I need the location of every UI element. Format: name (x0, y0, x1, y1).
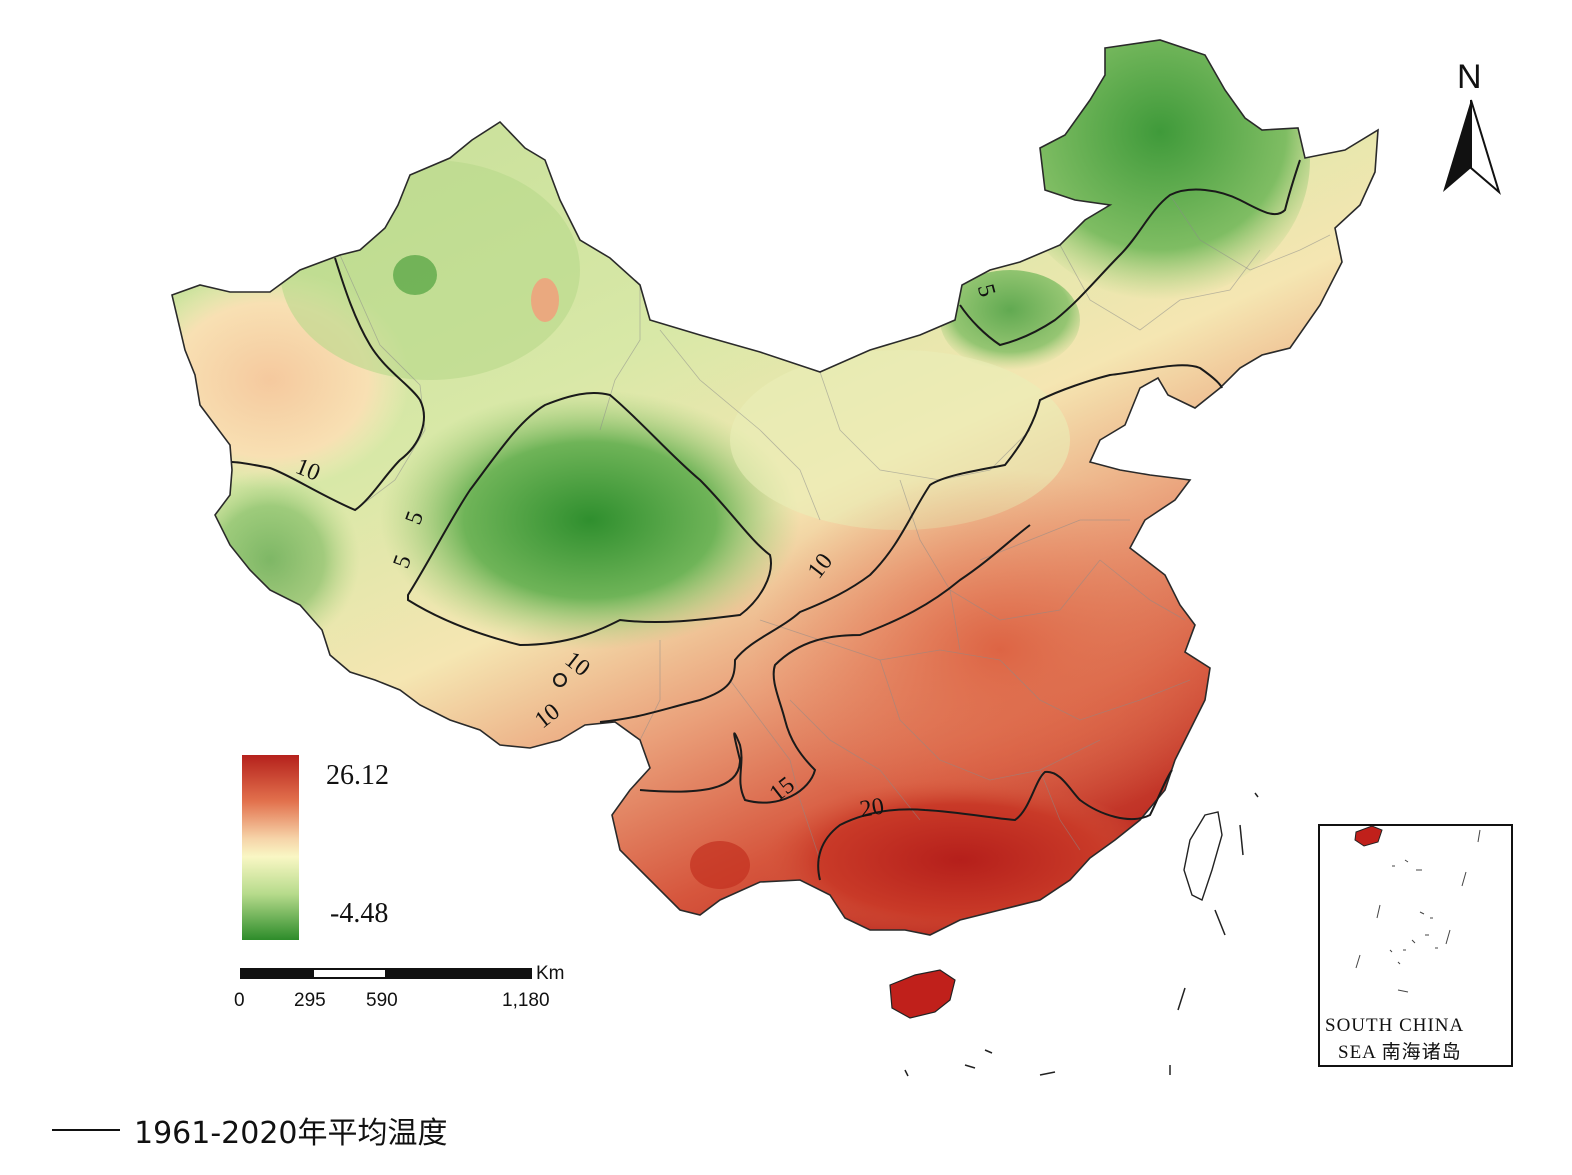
legend-min-value: -4.48 (330, 898, 388, 929)
contour-10-ring (553, 673, 567, 687)
contour-10-central (599, 364, 1223, 723)
north-label: N (1457, 58, 1482, 96)
south-china-sea-inset: SOUTH CHINA SEA 南海诸岛 (1318, 824, 1513, 1067)
contour-15 (639, 524, 1031, 804)
north-arrow-icon: N (1443, 58, 1501, 195)
contour-10-northwest (231, 257, 425, 512)
coastal-features (904, 792, 1259, 1077)
contour-20 (817, 769, 1173, 881)
scale-tick-1180: 1,180 (502, 990, 550, 1011)
scale-bar: Km 0 295 590 1,180 (234, 963, 565, 1011)
contour-5-plateau (407, 392, 772, 647)
scale-unit: Km (536, 963, 565, 984)
legend-line-symbol (52, 1129, 120, 1131)
contour-line-legend: 1961-2020年平均温度 (52, 1108, 448, 1152)
isotherm-contours (231, 159, 1301, 881)
inset-label-line1: SOUTH CHINA (1325, 1015, 1464, 1036)
taiwan-island (1183, 811, 1223, 901)
color-legend: 26.12 -4.48 (242, 755, 389, 940)
legend-line-label: 1961-2020年平均温度 (134, 1116, 448, 1151)
scale-tick-590: 590 (366, 990, 398, 1011)
contour-5-northeast (959, 159, 1301, 347)
legend-color-ramp (242, 755, 299, 940)
inset-label-line2: SEA 南海诸岛 (1338, 1041, 1462, 1063)
scale-tick-295: 295 (294, 990, 326, 1011)
hainan-island (889, 969, 956, 1019)
province-boundaries (339, 194, 1331, 861)
contour-label-20: 20 (858, 793, 886, 823)
legend-max-value: 26.12 (326, 760, 389, 791)
scale-tick-0: 0 (234, 990, 245, 1011)
